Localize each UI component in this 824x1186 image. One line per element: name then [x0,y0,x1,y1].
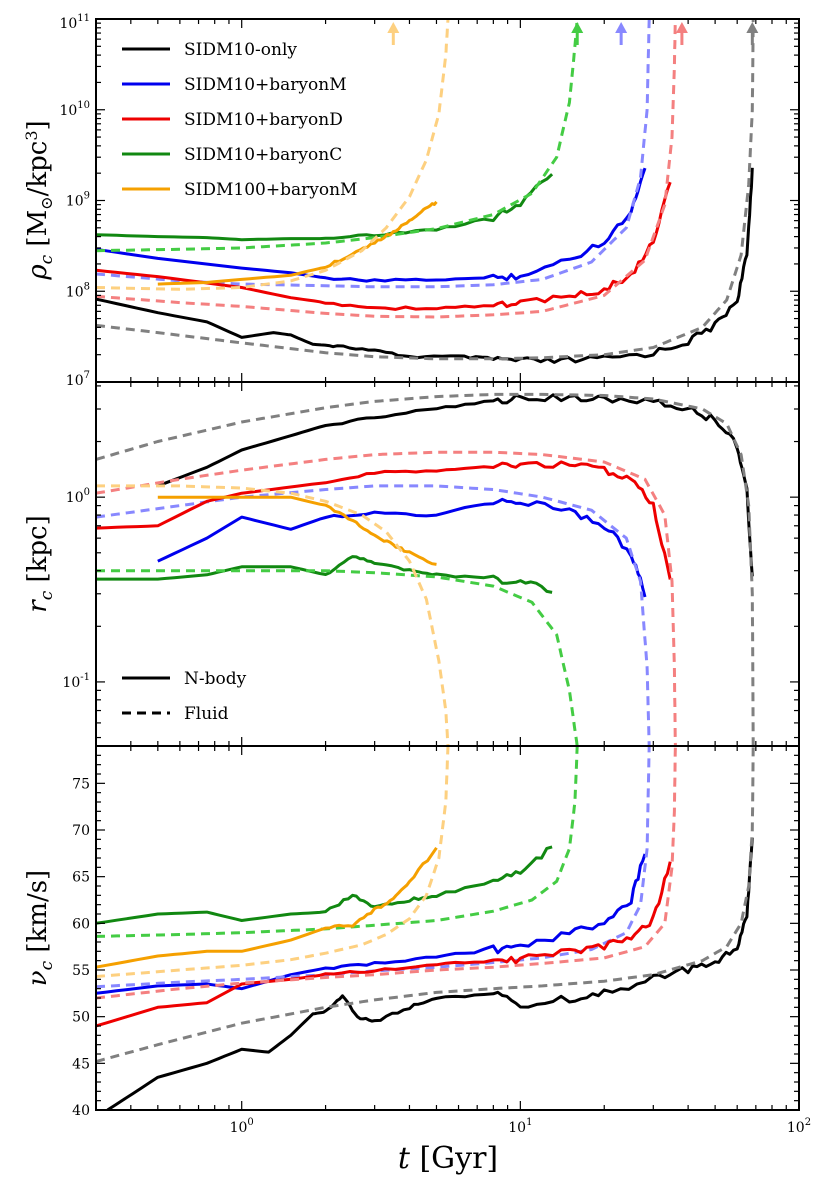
y-tick-label: 108 [66,281,90,300]
axes-frame [95,381,800,747]
density-legend: SIDM10-only SIDM10+baryonM SIDM10+baryonD S… [122,40,357,200]
y-tick-label: 65 [72,870,90,886]
series-line-sidm10-baryonc [96,845,553,925]
y-axis-label: ρc [M⊙/kpc3] [22,120,57,280]
legend-entry: N-body [122,669,247,689]
series-line-sidm100-baryonm-fluid [96,746,450,978]
series-line-sidm10-baryonm-fluid [96,484,651,746]
axis-labels: ρc [M⊙/kpc3] rc [kpc] νc [km/s] t [Gyr] [22,120,498,1176]
series-group [96,19,755,364]
velocity-panel: 40 45 50 55 60 65 70 75 100 101 102 [72,745,811,1136]
x-tick-label: 100 [230,1117,254,1136]
collapse-arrow [387,22,400,45]
y-tick-label: 107 [66,370,90,389]
y-tick-label: 70 [72,823,90,839]
legend-entry: SIDM10+baryonC [122,145,342,165]
style-legend: N-body Fluid [122,669,247,724]
series-group [96,392,755,746]
series-line-sidm10-baryond-fluid [96,450,677,746]
y-axis-label: rc [kpc] [23,515,57,612]
series-line-sidm10-baryonm [96,853,647,995]
axes-frame [95,18,800,383]
legend-label: SIDM10-only [184,40,297,60]
legend-label: N-body [184,669,247,689]
series-line-sidm10-baryonm-fluid [96,746,651,989]
series-line-sidm10-baryonm [96,167,647,283]
collapse-arrow [675,22,688,45]
density-panel: 107 108 109 1010 1011 [59,13,800,389]
series-line-sidm10-baryond [96,861,672,1028]
series-line-sidm10-baryonc-fluid [96,19,579,253]
series-line-sidm10-baryonc [96,555,553,594]
series-line-sidm10-baryonc-fluid [96,746,579,938]
collapse-arrow [571,22,584,45]
series-line-sidm10-only [106,837,754,1110]
y-tick-label: 40 [72,1103,90,1119]
series-group [96,746,755,1110]
y-tick-label: 10-1 [62,672,90,691]
series-line-sidm100-baryonm-fluid [96,19,450,291]
series-line-sidm10-baryond-fluid [96,746,677,1000]
y-tick-label: 45 [72,1056,90,1072]
y-tick-label: 1010 [59,100,90,119]
y-tick-label: 75 [72,776,90,792]
legend-entry: SIDM10+baryonD [122,110,343,130]
core-radius-panel: 10-1 100 [62,381,800,747]
series-line-sidm10-baryonm-fluid [96,19,651,289]
legend-label: Fluid [184,704,229,724]
legend-entry: SIDM10+baryonM [122,75,347,95]
legend-label: SIDM10+baryonD [184,110,343,130]
axes-frame [95,745,800,1111]
y-tick-label: 60 [72,916,90,932]
y-tick-label: 50 [72,1010,90,1026]
legend-label: SIDM10+baryonC [184,145,342,165]
legend-entry: SIDM10-only [122,40,297,60]
legend-entry: SIDM100+baryonM [122,180,357,200]
y-tick-label: 55 [72,963,90,979]
series-line-sidm10-baryond [96,460,672,580]
series-line-sidm10-only-fluid [96,392,755,746]
collapse-arrow [615,22,628,45]
series-line-sidm10-baryond [96,181,672,311]
x-tick-label: 101 [508,1117,532,1136]
series-line-sidm100-baryonm [157,200,438,286]
y-tick-label: 109 [66,191,90,210]
y-axis-label: νc [km/s] [23,870,57,986]
legend-label: SIDM10+baryonM [184,75,347,95]
x-axis-label: t [Gyr] [398,1141,498,1176]
y-tick-label: 1011 [59,13,90,32]
legend-entry: Fluid [122,704,229,724]
series-line-sidm100-baryonm [157,495,437,566]
series-line-sidm10-baryonm [157,497,647,598]
series-line-sidm10-only [157,393,754,577]
series-line-sidm10-baryonc-fluid [96,569,579,746]
x-tick-label: 102 [787,1117,811,1136]
series-line-sidm100-baryonm-fluid [96,484,450,746]
series-line-sidm10-only [96,167,754,364]
series-line-sidm10-baryond-fluid [96,19,677,319]
legend-label: SIDM100+baryonM [184,180,357,200]
series-line-sidm10-only-fluid [96,746,755,1063]
collapse-arrow [746,22,759,45]
y-tick-label: 100 [66,487,90,506]
series-line-sidm100-baryonm [96,846,438,969]
series-line-sidm10-only-fluid [96,19,755,361]
